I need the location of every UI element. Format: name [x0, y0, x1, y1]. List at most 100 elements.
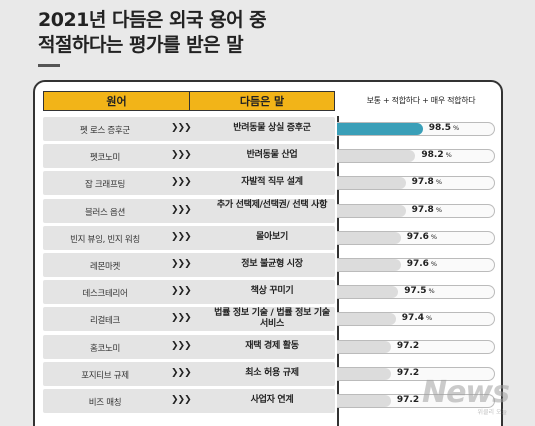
bar-track [337, 258, 495, 272]
header-meaning: 다듬은 말 [189, 91, 335, 111]
bar-track [337, 230, 495, 245]
value-number: 97.2 [396, 340, 420, 351]
row-background [43, 361, 335, 386]
bar-track [337, 394, 495, 408]
term-label: 빈지 뷰잉, 빈지 워칭 [70, 234, 140, 245]
meaning-label: 최소 허용 규제 [245, 367, 299, 378]
arrow-icon: ❯❯❯ [171, 123, 192, 133]
value-unit: % [445, 151, 452, 160]
meaning-label: 몰아보기 [256, 231, 288, 242]
bar-track [337, 312, 495, 327]
meaning-label: 정보 불균형 시장 [241, 259, 303, 269]
term-label: 블러스 옵션 [84, 207, 125, 218]
meaning-label: 책상 꾸미기 [250, 286, 294, 297]
value-number: 97.2 [396, 395, 420, 405]
bar-track [337, 366, 495, 381]
header-term: 원어 [43, 91, 189, 111]
bar-track [337, 176, 495, 191]
row-background [43, 307, 335, 332]
bar [337, 150, 416, 163]
value-number: 97.8 [411, 177, 434, 188]
value-label: 97.5% [404, 286, 434, 296]
value-number: 97.6 [406, 231, 429, 242]
bar [337, 123, 423, 135]
row-background [43, 144, 335, 169]
row-background [43, 225, 335, 250]
bar [337, 286, 399, 299]
term-label: 펫 로스 증후군 [80, 126, 130, 136]
term-label: 레몬마켓 [89, 262, 121, 272]
row-background [43, 334, 335, 359]
bar [337, 259, 401, 271]
meaning-label: 재택 경제 활동 [245, 340, 299, 351]
arrow-icon: ❯❯❯ [171, 313, 192, 324]
bar-track [337, 122, 495, 136]
term-label: 데스크테리어 [82, 289, 128, 300]
meaning-label: 자발적 직무 설계 [241, 177, 303, 188]
arrow-icon: ❯❯❯ [171, 177, 192, 188]
bar [337, 231, 401, 244]
bar [337, 177, 406, 190]
value-unit: % [428, 287, 435, 296]
value-number: 98.2 [421, 150, 444, 161]
meaning-label: 반려동물 상실 증후군 [233, 123, 311, 133]
arrow-icon: ❯❯❯ [171, 231, 192, 242]
term-label: 잡 크래프팅 [84, 180, 125, 191]
value-label: 97.8% [412, 177, 442, 187]
value-number: 98.5 [428, 123, 451, 133]
title-line-2: 적절하다는 평가를 받은 말 [38, 34, 244, 56]
arrow-icon: ❯❯❯ [171, 340, 192, 351]
value-number: 97.8 [411, 204, 434, 215]
row-background [43, 117, 335, 141]
chart-title: 2021년 다듬은 외국 용어 중 적절하다는 평가를 받은 말 [38, 8, 267, 58]
bar-track [337, 339, 495, 354]
watermark-logo: News [421, 375, 510, 410]
title-line-1: 2021년 다듬은 외국 용어 중 [38, 9, 267, 31]
bar [337, 395, 391, 407]
title-underline [38, 64, 60, 67]
bar [337, 313, 396, 326]
value-label: 97.2 [397, 368, 419, 378]
arrow-icon: ❯❯❯ [171, 259, 192, 269]
bar-track [337, 149, 495, 164]
value-label: 97.6% [407, 259, 437, 269]
value-unit: % [430, 232, 438, 241]
value-label: 98.5% [429, 123, 459, 133]
arrow-icon: ❯❯❯ [171, 395, 192, 405]
meaning-label: 사업자 연계 [250, 395, 294, 405]
value-number: 97.5 [404, 286, 427, 297]
meaning-label: 추가 선택제/선택권/ 선택 사항 [216, 199, 328, 210]
watermark-sub: 위클리 오늘 [477, 409, 507, 416]
row-background [43, 253, 335, 277]
term-label: 펫코노미 [89, 153, 121, 164]
value-unit: % [430, 260, 438, 268]
value-label: 97.2 [397, 341, 419, 351]
value-label: 97.2 [397, 395, 419, 405]
value-number: 97.6 [406, 259, 429, 269]
value-unit: % [435, 178, 442, 187]
row-background [43, 171, 335, 196]
term-label: 포지티브 규제 [81, 370, 129, 381]
bar [337, 367, 391, 380]
row-background [43, 389, 335, 413]
arrow-icon: ❯❯❯ [171, 286, 192, 297]
arrow-icon: ❯❯❯ [171, 204, 192, 215]
value-label: 97.8% [412, 205, 442, 215]
bar [337, 204, 406, 217]
row-background [43, 280, 335, 305]
value-label: 98.2% [421, 150, 451, 160]
bar-track [337, 203, 495, 218]
term-label: 리걸테크 [89, 316, 121, 327]
arrow-icon: ❯❯❯ [171, 367, 192, 378]
meaning-label: 법률 정보 기술 / 법률 정보 기술 서비스 [214, 308, 330, 330]
row-background [43, 198, 335, 223]
term-label: 비즈 매칭 [88, 398, 122, 408]
value-number: 97.4 [401, 313, 425, 324]
value-unit: % [426, 314, 433, 323]
bar [337, 340, 391, 353]
term-label: 홈코노미 [89, 343, 121, 354]
value-label: 97.6% [407, 232, 437, 242]
arrow-icon: ❯❯❯ [171, 150, 192, 161]
value-unit: % [452, 124, 460, 132]
bar-track [337, 285, 495, 300]
